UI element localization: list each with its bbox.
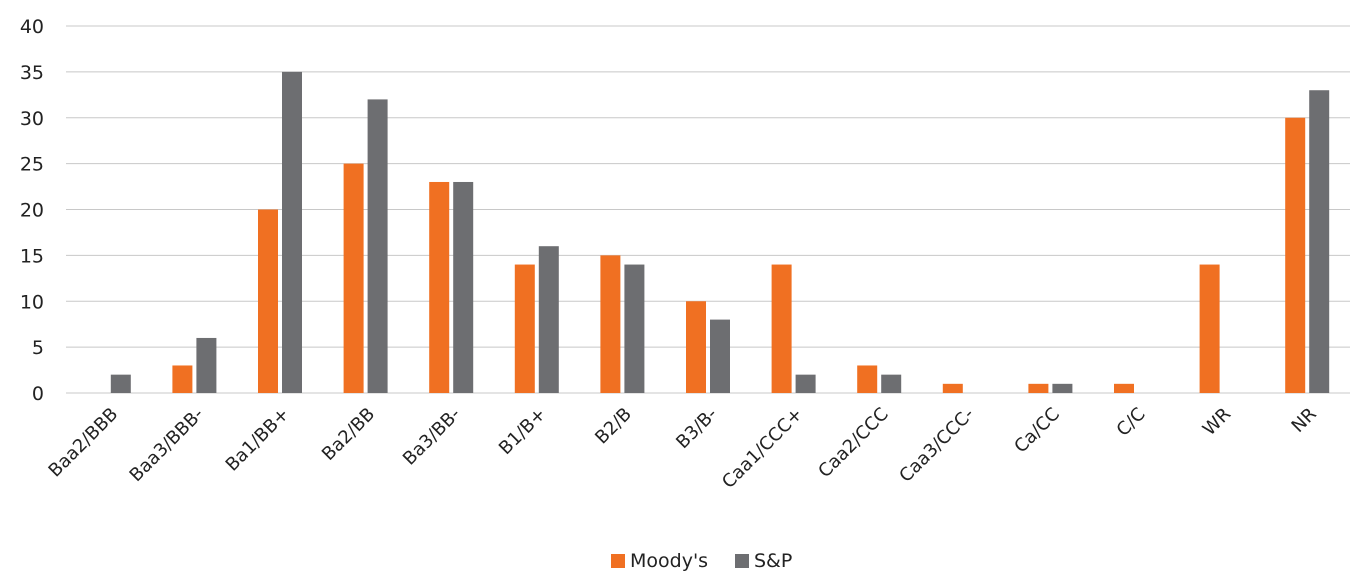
bar-moodys [343,163,364,393]
bar-sp [196,337,217,393]
x-tick-label: Ca/CC [1010,404,1064,458]
y-tick-label: 20 [20,200,44,222]
y-tick-label: 35 [20,62,44,84]
bar-moodys [514,264,535,393]
y-tick-label: 25 [20,154,44,176]
bar-moodys [1114,383,1134,393]
bar-sp [1052,383,1073,393]
x-tick-label: B1/B+ [495,404,550,459]
bar-sp [624,264,645,393]
bar-moodys [857,365,878,393]
x-tick-label: Baa2/BBB [45,404,123,482]
bar-sp [110,374,131,393]
x-tick-label: Caa1/CCC+ [718,404,807,493]
y-axis-ticks: 0 5 10 15 20 25 30 35 40 [20,16,44,405]
bar-moodys [600,255,621,393]
x-tick-label: C/C [1113,404,1150,441]
bar-sp [881,374,902,393]
bar-moodys [771,264,792,393]
bar-moodys [942,383,963,393]
y-tick-label: 0 [32,383,44,405]
bar-moodys [172,365,193,393]
x-tick-label: B2/B [591,404,636,449]
y-tick-label: 40 [20,16,44,38]
legend-swatch-sp [735,554,749,568]
bar-sp [453,181,474,393]
y-tick-label: 30 [20,108,44,130]
legend-label-sp: S&P [754,550,792,572]
bar-moodys [1199,264,1220,393]
legend-swatch-moodys [611,554,625,568]
y-tick-label: 10 [20,291,44,313]
legend-label-moodys: Moody's [630,550,708,572]
x-tick-label: WR [1199,404,1235,440]
y-tick-label: 5 [32,337,44,359]
x-tick-label: Ba3/BB- [399,404,465,470]
x-axis-ticks: Baa2/BBB Baa3/BBB- Ba1/BB+ Ba2/BB Ba3/BB- B1/… [45,404,1321,493]
x-tick-label: NR [1288,404,1321,437]
bar-moodys [429,181,450,393]
x-tick-label: Caa3/CCC- [895,404,978,487]
x-tick-label: Caa2/CCC [814,404,892,482]
bar-sp [282,71,302,393]
bar-moodys [258,209,278,393]
bar-sp [1309,90,1330,393]
y-tick-label: 15 [20,245,44,267]
bar-sp [795,374,816,393]
legend: Moody's S&P [611,550,792,572]
bar-sp [538,246,559,393]
x-tick-label: Ba1/BB+ [222,404,294,476]
bar-sp [367,99,388,394]
x-tick-label: Ba2/BB [318,404,379,465]
bars [110,71,1330,394]
x-tick-label: Baa3/BBB- [126,404,208,486]
bar-moodys [1028,383,1049,393]
x-tick-label: B3/B- [672,404,721,453]
gridlines [66,25,1350,394]
bar-sp [710,319,730,393]
bar-moodys [686,301,706,393]
bar-moodys [1285,117,1306,393]
